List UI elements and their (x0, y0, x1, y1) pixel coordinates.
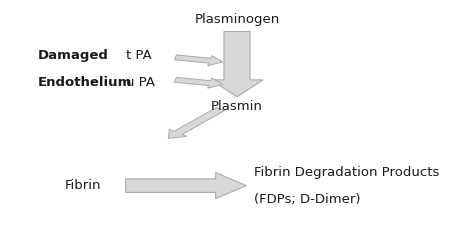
Text: u PA: u PA (126, 76, 155, 89)
Text: t PA: t PA (126, 49, 151, 62)
Polygon shape (174, 77, 223, 88)
Text: Plasminogen: Plasminogen (194, 13, 280, 26)
Text: Fibrin: Fibrin (64, 179, 101, 192)
Polygon shape (211, 32, 263, 97)
Text: Damaged: Damaged (38, 49, 109, 62)
Text: (FDPs; D-Dimer): (FDPs; D-Dimer) (254, 193, 360, 206)
Text: Endothelium: Endothelium (38, 76, 132, 89)
Polygon shape (174, 55, 223, 66)
Text: Plasmin: Plasmin (211, 100, 263, 113)
Text: Fibrin Degradation Products: Fibrin Degradation Products (254, 166, 439, 179)
Polygon shape (126, 173, 246, 199)
Polygon shape (168, 108, 224, 138)
